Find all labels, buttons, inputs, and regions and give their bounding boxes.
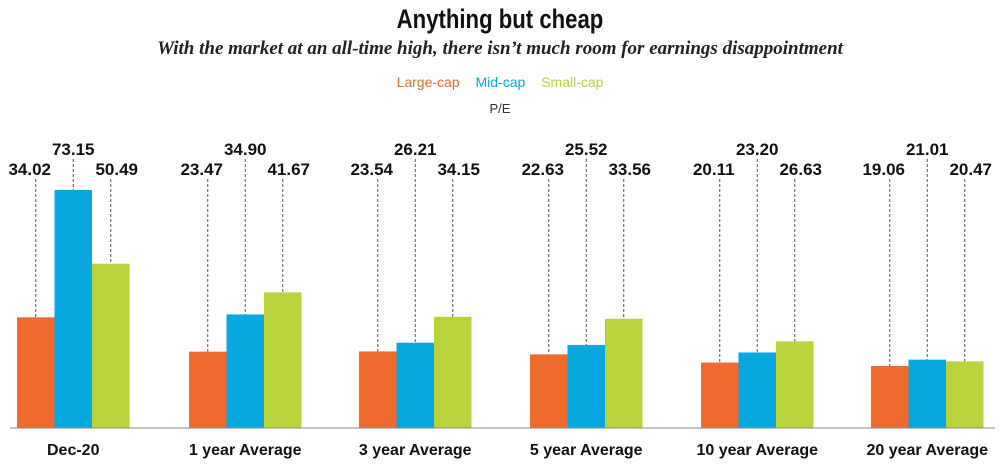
bar-large-cap-2 xyxy=(189,351,227,428)
category-label-5: 10 year Average xyxy=(696,442,818,459)
y-axis-label: P/E xyxy=(489,101,511,116)
data-label-large-cap-4: 22.63 xyxy=(521,160,564,179)
data-label-mid-cap-1: 73.15 xyxy=(52,140,95,159)
legend-small-cap: Small-cap xyxy=(541,74,604,90)
data-label-large-cap-2: 23.47 xyxy=(180,160,223,179)
data-label-mid-cap-2: 34.90 xyxy=(224,140,267,159)
data-label-mid-cap-5: 23.20 xyxy=(736,140,779,159)
data-label-large-cap-3: 23.54 xyxy=(350,160,393,179)
bar-mid-cap-2 xyxy=(226,314,264,428)
bar-large-cap-3 xyxy=(359,351,397,428)
bar-large-cap-5 xyxy=(701,362,739,428)
category-label-6: 20 year Average xyxy=(866,442,988,459)
data-label-small-cap-5: 26.63 xyxy=(779,160,822,179)
bar-small-cap-5 xyxy=(776,341,814,428)
bar-mid-cap-3 xyxy=(396,342,434,428)
bar-mid-cap-5 xyxy=(738,352,776,428)
bar-small-cap-6 xyxy=(946,361,984,428)
data-label-mid-cap-4: 25.52 xyxy=(565,140,608,159)
chart-subtitle: With the market at an all-time high, the… xyxy=(157,38,843,59)
data-label-small-cap-2: 41.67 xyxy=(267,160,310,179)
bar-mid-cap-6 xyxy=(908,359,946,428)
data-label-mid-cap-3: 26.21 xyxy=(394,140,437,159)
legend-mid-cap: Mid-cap xyxy=(475,74,526,90)
data-label-small-cap-1: 50.49 xyxy=(95,160,138,179)
bar-mid-cap-1 xyxy=(54,190,92,428)
data-label-small-cap-4: 33.56 xyxy=(608,160,651,179)
legend-large-cap: Large-cap xyxy=(396,74,460,90)
bar-large-cap-1 xyxy=(17,317,55,428)
data-label-small-cap-6: 20.47 xyxy=(949,160,992,179)
data-label-large-cap-5: 20.11 xyxy=(693,160,735,179)
category-label-3: 3 year Average xyxy=(359,442,472,459)
data-label-large-cap-1: 34.02 xyxy=(8,160,51,179)
chart-title: Anything but cheap xyxy=(396,4,604,34)
bar-small-cap-1 xyxy=(92,263,130,428)
category-label-1: Dec-20 xyxy=(47,442,100,459)
bar-small-cap-4 xyxy=(605,318,643,428)
bar-small-cap-3 xyxy=(434,316,472,428)
bar-large-cap-6 xyxy=(871,365,909,428)
data-label-small-cap-3: 34.15 xyxy=(437,160,480,179)
category-label-4: 5 year Average xyxy=(530,442,643,459)
category-label-2: 1 year Average xyxy=(189,442,302,459)
legend: Large-cap Mid-cap Small-cap xyxy=(0,74,1000,90)
bar-mid-cap-4 xyxy=(567,344,605,428)
data-label-mid-cap-6: 21.01 xyxy=(906,140,949,159)
bar-large-cap-4 xyxy=(530,354,568,428)
data-label-large-cap-6: 19.06 xyxy=(862,160,905,179)
bar-small-cap-2 xyxy=(264,292,302,428)
